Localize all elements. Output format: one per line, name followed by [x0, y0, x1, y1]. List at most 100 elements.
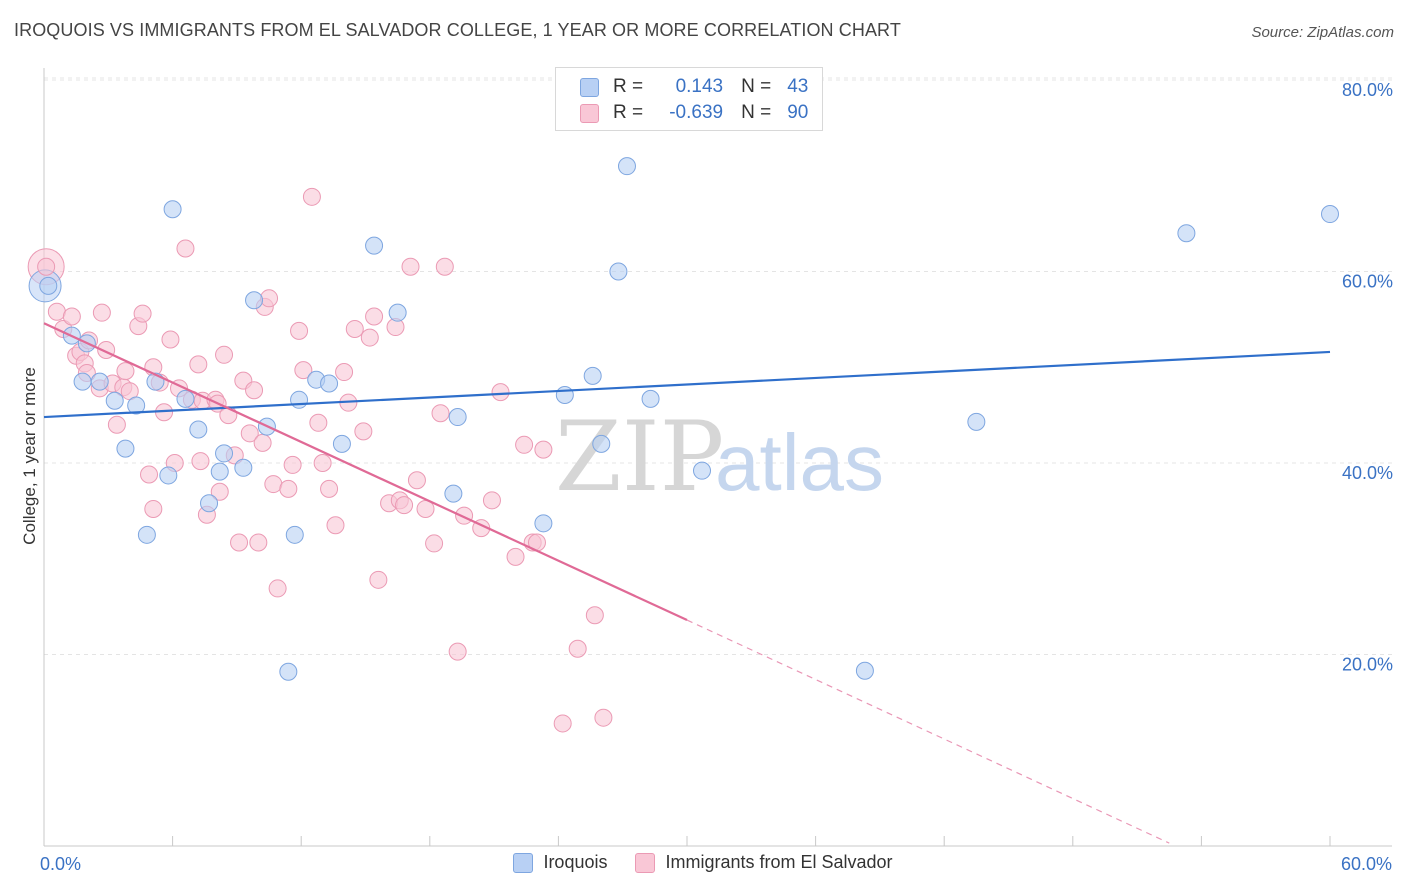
- el-salvador-point: [245, 381, 264, 400]
- iroquois-point: [534, 514, 553, 533]
- iroquois-point: [617, 157, 636, 176]
- legend-row-iroquois: R = 0.143 N = 43: [580, 74, 808, 100]
- iroquois-point: [290, 390, 309, 409]
- el-salvador-point: [37, 257, 56, 276]
- iroquois-point: [245, 291, 264, 310]
- el-salvador-point: [354, 422, 373, 441]
- legend-n-value: 90: [787, 102, 809, 123]
- iroquois-point: [320, 374, 339, 393]
- correlation-legend: R = 0.143 N = 43 R = -0.639 N = 90: [555, 67, 823, 131]
- iroquois-point: [137, 525, 156, 544]
- iroquois-point: [215, 444, 234, 463]
- legend-n-label: N =: [741, 76, 772, 97]
- el-salvador-point: [294, 361, 313, 380]
- iroquois-point: [641, 389, 660, 408]
- el-salvador-point: [482, 491, 501, 510]
- iroquois-point: [116, 439, 135, 458]
- y-tick-label: 40.0%: [1342, 463, 1393, 483]
- series-legend-iroquois: Iroquois: [513, 852, 607, 873]
- el-salvador-point: [345, 319, 364, 338]
- iroquois-point: [90, 372, 109, 391]
- el-salvador-point: [407, 471, 426, 490]
- iroquois-point: [444, 484, 463, 503]
- el-salvador-point: [133, 304, 152, 323]
- iroquois-point: [200, 494, 219, 513]
- tick-labels: 20.0% 40.0% 60.0% 80.0% 0.0% 60.0%: [40, 80, 1393, 874]
- iroquois-point: [855, 661, 874, 680]
- series-legend-el-salvador: Immigrants from El Salvador: [635, 852, 893, 873]
- el-salvador-point: [302, 187, 321, 206]
- el-salvador-point: [107, 415, 126, 434]
- el-salvador-point: [395, 496, 414, 515]
- el-salvador-point: [240, 424, 259, 443]
- el-salvador-point: [401, 257, 420, 276]
- el-salvador-point: [455, 506, 474, 525]
- el-salvador-point: [279, 479, 298, 498]
- legend-r-label: R =: [613, 76, 644, 97]
- el-salvador-point: [326, 516, 345, 535]
- legend-row-el-salvador: R = -0.639 N = 90: [580, 100, 808, 126]
- series-legend: Iroquois Immigrants from El Salvador: [0, 852, 1406, 873]
- el-salvador-point: [553, 714, 572, 733]
- iroquois-point: [967, 412, 986, 431]
- x-tick-label: 60.0%: [1341, 854, 1392, 874]
- el-salvador-point: [264, 475, 283, 494]
- iroquois-point: [1321, 205, 1339, 224]
- legend-r-value: 0.143: [675, 76, 724, 97]
- source-note: Source: ZipAtlas.com: [1251, 24, 1394, 41]
- el-salvador-point: [140, 465, 159, 484]
- el-salvador-point: [335, 363, 354, 382]
- el-salvador-point: [431, 404, 450, 423]
- legend-swatch-pink: [580, 103, 599, 123]
- el-salvador-point: [260, 289, 279, 308]
- el-salvador-point: [585, 606, 604, 625]
- y-tick-label: 80.0%: [1342, 80, 1393, 100]
- iroquois-point: [127, 396, 146, 415]
- el-salvador-point: [116, 362, 135, 381]
- grid-lines: [44, 77, 1392, 655]
- el-salvador-point: [365, 307, 384, 326]
- el-salvador-point: [144, 499, 163, 518]
- el-salvador-point: [309, 413, 328, 432]
- el-salvador-point: [176, 239, 195, 258]
- el-salvador-point: [491, 383, 510, 402]
- legend-r-value: -0.639: [669, 102, 724, 123]
- iroquois-point: [39, 276, 58, 295]
- el-salvador-trend-extension: [686, 619, 1170, 844]
- iroquois-point: [159, 466, 178, 485]
- y-tick-label: 20.0%: [1342, 655, 1393, 675]
- el-salvador-trend-line: [43, 322, 688, 622]
- iroquois-point: [583, 366, 602, 385]
- iroquois-point: [163, 200, 182, 219]
- iroquois-trend-line: [43, 350, 1331, 419]
- el-salvador-point: [506, 547, 525, 566]
- y-tick-label: 60.0%: [1342, 272, 1393, 292]
- el-salvador-point: [230, 533, 249, 552]
- legend-swatch-blue: [580, 77, 599, 97]
- watermark: ZIP atlas: [555, 401, 884, 513]
- el-salvador-point: [210, 482, 229, 501]
- el-salvador-point: [320, 479, 339, 498]
- iroquois-point: [388, 303, 407, 322]
- el-salvador-point: [594, 708, 613, 727]
- el-salvador-point: [253, 433, 272, 452]
- el-salvador-point: [369, 570, 388, 589]
- el-salvador-point: [360, 328, 379, 347]
- watermark-atlas: atlas: [715, 418, 884, 507]
- el-salvador-point: [249, 533, 268, 552]
- iroquois-point: [365, 236, 384, 255]
- iroquois-point: [189, 420, 208, 439]
- el-salvador-point: [568, 639, 587, 658]
- iroquois-point: [210, 462, 229, 481]
- iroquois-point: [555, 386, 574, 405]
- iroquois-point: [448, 408, 467, 427]
- el-salvador-point: [215, 345, 234, 364]
- el-salvador-point: [425, 534, 444, 553]
- series-label-iroquois: Iroquois: [543, 852, 608, 872]
- iroquois-point: [1177, 224, 1196, 243]
- data-points: [27, 157, 1339, 733]
- el-salvador-point: [47, 302, 66, 321]
- axes: [43, 68, 1392, 847]
- iroquois-point: [285, 525, 304, 544]
- legend-n-value: 43: [787, 76, 809, 97]
